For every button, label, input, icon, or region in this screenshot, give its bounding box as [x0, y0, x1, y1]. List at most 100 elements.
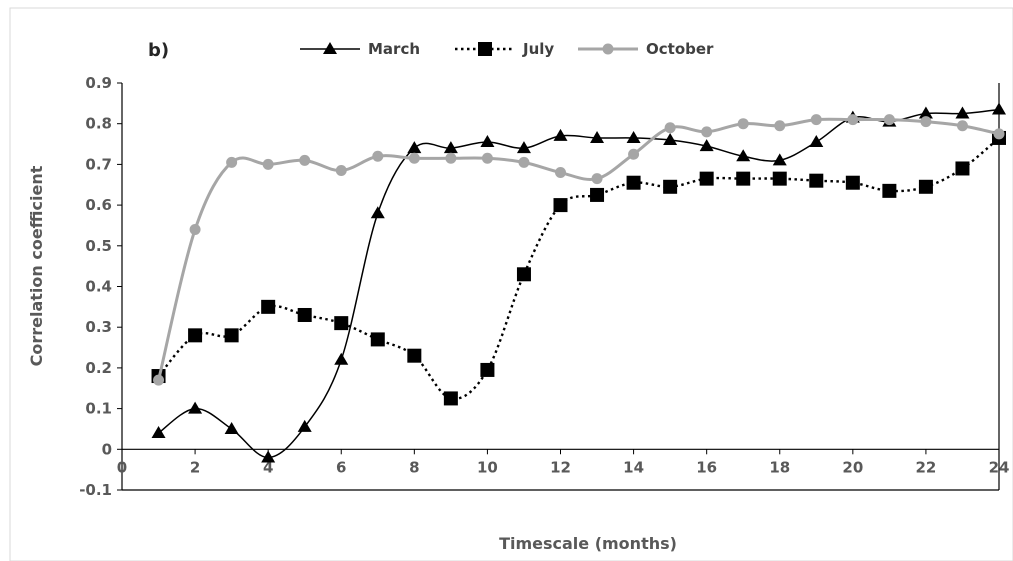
series-march-point	[809, 135, 824, 148]
x-tick-label: 22	[915, 458, 936, 476]
series-october-point	[737, 118, 749, 130]
series-march-point	[992, 102, 1006, 115]
series-march-point	[516, 141, 531, 154]
x-tick-label: 14	[623, 458, 644, 476]
series-october-point	[591, 173, 603, 185]
x-tick-label: 18	[769, 458, 790, 476]
series-october-point	[153, 374, 165, 386]
legend-label: July	[522, 40, 554, 58]
series-july-point	[955, 161, 970, 176]
series-october-point	[445, 152, 457, 164]
series-july-point	[809, 173, 824, 188]
series-march-point	[955, 106, 970, 119]
series-march-point	[772, 153, 787, 166]
series-july-point	[736, 171, 751, 186]
y-tick-label: 0.9	[85, 74, 112, 92]
x-tick-label: 24	[989, 458, 1010, 476]
x-axis: 0 2 4 6 8 10 12 14 16 18 20 22 24	[117, 449, 1010, 476]
panel-label: b)	[148, 40, 169, 61]
series-july-point	[261, 299, 276, 314]
x-tick-label: 8	[409, 458, 419, 476]
x-tick-label: 16	[696, 458, 717, 476]
series-march-point	[224, 421, 239, 434]
legend: March July October	[300, 40, 714, 58]
series-march-point	[736, 149, 751, 162]
series-july-point	[334, 316, 349, 331]
series-march-point	[261, 450, 276, 463]
y-tick-label: 0.4	[85, 278, 112, 296]
series-july-point	[443, 391, 458, 406]
series-march-point	[626, 130, 641, 143]
legend-swatch-marker	[478, 42, 492, 56]
series-october-point	[481, 152, 493, 164]
legend-item-march: March	[300, 40, 420, 58]
series-october-point	[518, 156, 530, 168]
series-july-point	[553, 198, 568, 213]
series-march-point	[443, 141, 458, 154]
y-axis: -0.1 0 0.1 0.2 0.3 0.4 0.5 0.6 0.7 0.8 0.9	[79, 74, 122, 499]
series-october	[153, 114, 1005, 386]
series-october-point	[883, 114, 895, 126]
y-tick-label: 0.7	[85, 155, 112, 173]
series-october-point	[774, 120, 786, 132]
x-tick-label: 6	[336, 458, 346, 476]
y-tick-label: 0.6	[85, 196, 112, 214]
series-march-point	[370, 206, 385, 219]
y-tick-label: 0.1	[85, 400, 112, 418]
series-october-point	[810, 114, 822, 126]
series-october-point	[372, 150, 384, 162]
y-tick-label: 0.5	[85, 237, 112, 255]
series-march-point	[297, 419, 312, 432]
legend-label: October	[646, 40, 714, 58]
y-tick-label: 0	[102, 440, 112, 458]
series-july-point	[772, 171, 787, 186]
y-tick-label: 0.3	[85, 318, 112, 336]
series-october-point	[628, 148, 640, 160]
series-march-point	[480, 135, 495, 148]
series-march-point	[590, 130, 605, 143]
series-march-point	[151, 426, 166, 439]
series-march-point	[334, 352, 349, 365]
series-october-point	[189, 224, 201, 236]
series-july-point	[918, 179, 933, 194]
series-march-point	[553, 128, 568, 141]
series-october-point	[920, 116, 932, 128]
series-july-point	[882, 183, 897, 198]
series-october-point	[847, 114, 859, 126]
legend-item-october: October	[578, 40, 714, 58]
x-tick-label: 0	[117, 458, 127, 476]
chart-area-border	[9, 7, 1013, 561]
series-march-point	[918, 106, 933, 119]
series-july-point	[663, 179, 678, 194]
series-october-point	[664, 122, 676, 134]
series-july-point	[626, 175, 641, 190]
series-march-point	[663, 132, 678, 145]
series-march-point	[699, 139, 714, 152]
series-october-point	[956, 120, 968, 132]
series-october-point	[993, 128, 1005, 140]
legend-item-july: July	[455, 40, 554, 58]
legend-swatch-marker	[323, 42, 337, 54]
series-march-point	[407, 141, 422, 154]
series-july-point	[407, 348, 422, 363]
series-july-point	[699, 171, 714, 186]
series-october-point	[299, 154, 311, 166]
x-tick-label: 20	[842, 458, 863, 476]
y-axis-title: Correlation coefficient	[27, 165, 46, 366]
series-july-point	[590, 187, 605, 202]
series-july-point	[370, 332, 385, 347]
y-tick-label: 0.2	[85, 359, 112, 377]
series-july-point	[297, 307, 312, 322]
x-tick-label: 2	[190, 458, 200, 476]
legend-swatch-marker	[602, 43, 614, 55]
series-july-point	[845, 175, 860, 190]
series-july-point	[480, 362, 495, 377]
series-october-point	[408, 152, 420, 164]
y-tick-label: 0.8	[85, 115, 112, 133]
x-axis-title: Timescale (months)	[499, 534, 677, 553]
series-july-point	[224, 328, 239, 343]
series-october-point	[555, 167, 566, 179]
series-october-point	[262, 158, 274, 170]
series-october-point	[701, 126, 713, 138]
